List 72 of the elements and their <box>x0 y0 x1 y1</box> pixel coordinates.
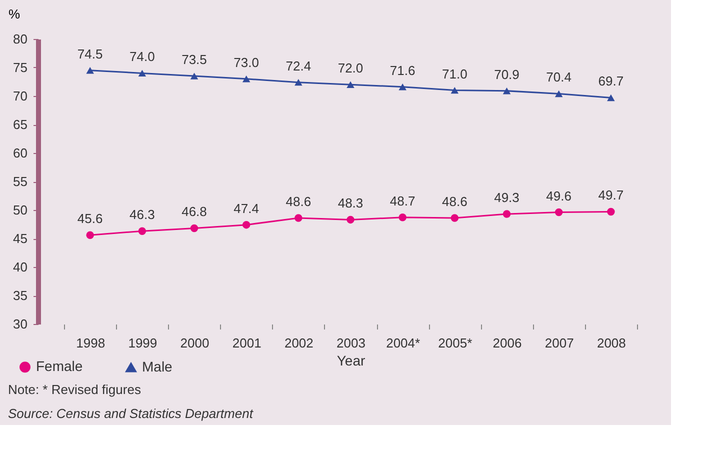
data-label: 71.0 <box>442 66 468 82</box>
y-tick-label: 55 <box>13 174 28 189</box>
point <box>450 214 459 222</box>
legend-label: Female <box>36 358 83 374</box>
source-note: Source: Census and Statistics Department <box>8 406 254 421</box>
point <box>502 210 511 218</box>
data-label: 74.5 <box>77 46 103 62</box>
y-tick-label: 35 <box>13 288 28 303</box>
x-tick-label: 2005* <box>438 336 472 350</box>
y-tick-label: 70 <box>13 88 28 104</box>
text: Note: * Revised figures <box>8 382 142 397</box>
point <box>190 72 198 80</box>
data-label: 73.5 <box>182 52 207 68</box>
point <box>190 224 198 232</box>
data-label: 70.4 <box>546 70 572 85</box>
data-label: 73.0 <box>234 54 259 70</box>
point <box>138 227 146 235</box>
legend-label: Male <box>142 358 173 374</box>
point <box>346 81 354 88</box>
point <box>294 78 302 86</box>
point <box>450 86 459 94</box>
y-axis-title: % <box>8 6 20 22</box>
x-tick-label: 1999 <box>128 336 158 350</box>
x-axis-title: Year <box>336 352 366 368</box>
data-label: 70.9 <box>494 66 520 82</box>
x-tick-label: 2008 <box>596 336 626 350</box>
data-label: 48.7 <box>390 193 416 208</box>
point <box>554 208 563 216</box>
point <box>607 94 615 102</box>
data-label: 71.6 <box>390 62 416 78</box>
point <box>138 70 146 77</box>
point <box>86 66 94 74</box>
point <box>346 216 354 224</box>
y-tick-label: 80 <box>13 32 28 46</box>
y-tick-label: 50 <box>13 202 28 218</box>
data-label: 49.6 <box>546 188 572 204</box>
data-label: 46.8 <box>182 204 207 220</box>
data-label: 48.6 <box>286 194 312 209</box>
x-tick-label: 2003 <box>336 336 366 350</box>
data-label: 74.0 <box>130 49 155 64</box>
y-tick-label: 40 <box>13 260 28 274</box>
x-tick-label: 2004* <box>386 336 420 350</box>
data-label: 72.0 <box>338 60 364 76</box>
data-label: 69.7 <box>598 74 624 89</box>
point <box>554 90 563 98</box>
x-tick-label: 1998 <box>76 336 106 350</box>
x-tick-label: 2000 <box>180 336 210 350</box>
point <box>398 214 406 222</box>
x-tick-label: 2002 <box>284 336 314 350</box>
point <box>242 76 250 82</box>
point <box>502 88 511 94</box>
data-label: 49.7 <box>598 188 624 203</box>
y-tick-label: 30 <box>13 316 28 332</box>
x-tick-label: 2006 <box>492 336 522 350</box>
x-tick-label: 2007 <box>544 336 574 350</box>
point <box>607 208 615 216</box>
point <box>294 214 302 222</box>
y-tick-label: 60 <box>13 146 28 160</box>
point <box>86 231 94 239</box>
data-label: 72.4 <box>286 58 312 74</box>
x-tick-label: 2001 <box>232 336 262 350</box>
data-label: 45.6 <box>77 211 103 226</box>
y-tick-label: 65 <box>13 117 28 132</box>
data-label: 46.3 <box>130 207 155 222</box>
data-label: 48.3 <box>338 196 364 211</box>
y-tick-label: 45 <box>13 231 28 246</box>
y-tick-label: 75 <box>13 60 28 75</box>
data-label: 48.6 <box>442 194 468 209</box>
point <box>242 220 250 229</box>
point <box>398 84 406 90</box>
data-label: 49.3 <box>494 190 520 205</box>
data-label: 47.4 <box>234 200 259 216</box>
